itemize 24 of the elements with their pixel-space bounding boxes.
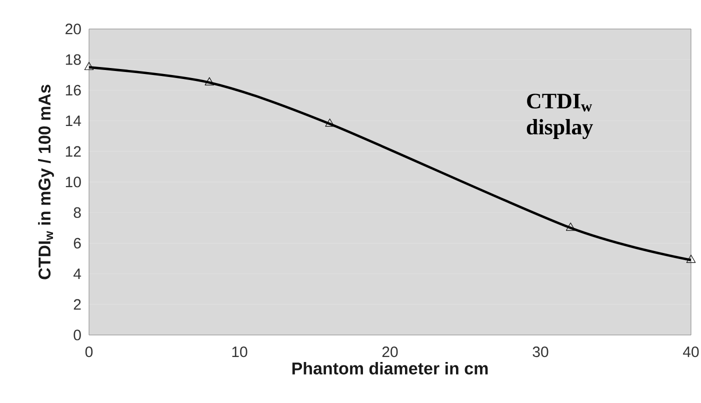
- y-tick-label: 2: [74, 299, 81, 310]
- point: [84, 62, 94, 70]
- annotation: CTDI$_{w}$ display: [526, 94, 594, 140]
- x-tick-label: 40: [683, 346, 699, 358]
- y-tick-label: 10: [66, 176, 81, 188]
- x-tick-label: 20: [382, 346, 398, 358]
- y-tick-label: 8: [74, 207, 81, 218]
- y-tick-label: 14: [66, 116, 82, 126]
- y-tick-label: 18: [66, 54, 81, 65]
- y-tick-label: 4: [73, 268, 82, 279]
- x-tick-label: 30: [532, 346, 548, 358]
- y-tick-label: 0: [74, 330, 81, 340]
- x-tick-label: 10: [232, 346, 248, 358]
- y-tick-label: 12: [66, 146, 81, 157]
- point: [686, 254, 696, 263]
- point: [204, 77, 214, 86]
- x-axis-title: Phantom diameter in cm: [292, 362, 488, 374]
- y-axis-title: CTDI$_{w}$ in mGy / 100 mAs: [38, 84, 54, 280]
- y-tick-label: 16: [66, 84, 81, 96]
- point: [325, 118, 334, 127]
- x-tick-label: 0: [85, 346, 93, 358]
- y-tick-label: 6: [74, 238, 81, 248]
- point: [566, 222, 576, 231]
- y-tick-label: 20: [66, 24, 81, 34]
